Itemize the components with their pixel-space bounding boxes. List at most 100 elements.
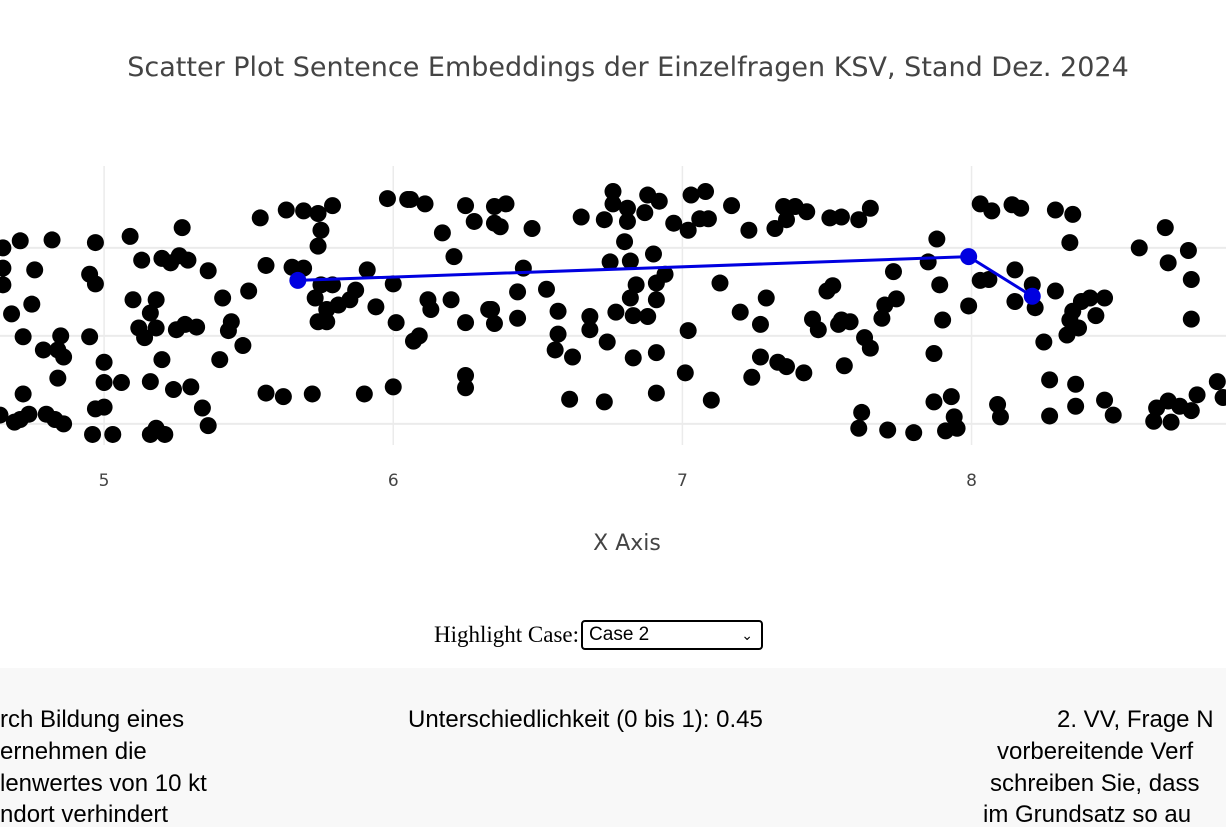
data-point [164, 381, 182, 399]
data-point [257, 256, 275, 274]
data-point [121, 227, 139, 245]
data-point [595, 211, 613, 229]
data-point [647, 384, 665, 402]
data-point [1208, 373, 1226, 391]
data-point [644, 245, 662, 263]
data-point [147, 319, 165, 337]
data-point [1156, 219, 1174, 237]
data-point [318, 313, 336, 331]
data-point [26, 261, 44, 279]
data-point [598, 333, 616, 351]
data-point [86, 275, 104, 293]
data-point [153, 351, 171, 369]
data-point [1070, 319, 1088, 337]
data-point [647, 274, 665, 292]
data-point [1182, 271, 1200, 289]
scatter-plot[interactable]: 5 6 7 8 [0, 0, 1226, 600]
data-point [124, 291, 142, 309]
data-point [5, 413, 23, 431]
points [0, 183, 1226, 443]
data-point [942, 388, 960, 406]
data-point [1130, 239, 1148, 257]
data-point [173, 219, 191, 237]
data-point [86, 400, 104, 418]
data-point [980, 271, 998, 289]
data-point [795, 364, 813, 382]
data-point [378, 190, 396, 208]
data-point [740, 221, 758, 239]
data-point [537, 280, 555, 298]
data-point [234, 337, 252, 355]
data-point [277, 201, 295, 219]
data-point [618, 199, 636, 217]
x-tick-label: 7 [677, 471, 688, 491]
data-point [627, 276, 645, 294]
data-point [751, 315, 769, 333]
data-point [0, 239, 12, 257]
data-point [416, 195, 434, 213]
data-point [55, 415, 73, 433]
data-point [604, 183, 622, 201]
left-text-line: rch Bildung eines [0, 706, 185, 733]
data-point [850, 419, 868, 437]
data-point [925, 393, 943, 411]
data-point [251, 209, 269, 227]
data-point [647, 344, 665, 362]
right-text-line: vorbereitende Verf [997, 738, 1194, 765]
data-point [934, 311, 952, 329]
data-point [777, 211, 795, 229]
data-point [679, 322, 697, 340]
data-point [355, 385, 373, 403]
data-point [3, 305, 21, 323]
data-point [879, 421, 897, 439]
data-point [485, 315, 503, 333]
data-point [697, 183, 715, 201]
data-point [731, 303, 749, 321]
data-point [665, 214, 683, 232]
left-text-line: ernehmen die [0, 738, 147, 765]
data-point [887, 290, 905, 308]
data-point [1214, 388, 1226, 406]
data-point [0, 406, 9, 424]
data-point [193, 399, 211, 417]
x-tick-label: 8 [966, 471, 977, 491]
data-point [1096, 391, 1114, 409]
data-point [581, 308, 599, 326]
data-point [835, 357, 853, 375]
data-point [23, 295, 41, 313]
data-point [136, 329, 154, 347]
data-point [156, 425, 174, 443]
right-text-line: schreiben Sie, dass [990, 770, 1200, 797]
data-point [219, 322, 237, 340]
data-point [1159, 254, 1177, 272]
data-point [324, 197, 342, 215]
data-point [1064, 205, 1082, 223]
data-point [1035, 333, 1053, 351]
data-point [572, 208, 590, 226]
data-point [1179, 241, 1197, 259]
data-point [95, 353, 113, 371]
data-point [84, 425, 102, 443]
data-point [422, 300, 440, 318]
data-point [182, 378, 200, 396]
data-point [989, 396, 1007, 414]
data-point [931, 276, 949, 294]
data-point [509, 309, 527, 327]
data-point [465, 212, 483, 230]
data-point [873, 309, 891, 327]
data-point [549, 302, 567, 320]
data-point [581, 321, 599, 339]
data-point [523, 219, 541, 237]
highlight-case-select[interactable]: Case 2 ⌄ [581, 620, 764, 650]
data-point [618, 212, 636, 230]
data-point [11, 232, 29, 250]
data-point [699, 210, 717, 228]
data-point [55, 348, 73, 366]
data-point [49, 369, 67, 387]
data-point [751, 348, 769, 366]
data-point [1104, 406, 1122, 424]
data-point [841, 313, 859, 331]
data-point [624, 349, 642, 367]
data-point [257, 384, 275, 402]
data-point [1006, 261, 1024, 279]
